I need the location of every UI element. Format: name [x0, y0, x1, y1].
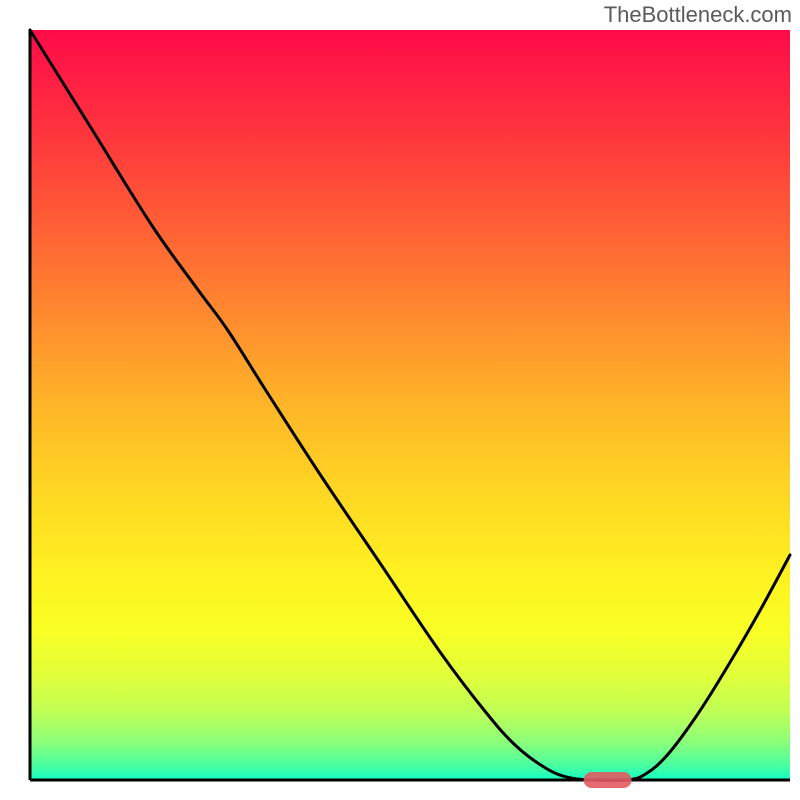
- optimal-marker: [584, 772, 632, 788]
- bottleneck-chart: [0, 0, 800, 800]
- watermark-text: TheBottleneck.com: [604, 2, 792, 28]
- chart-background: [30, 30, 790, 780]
